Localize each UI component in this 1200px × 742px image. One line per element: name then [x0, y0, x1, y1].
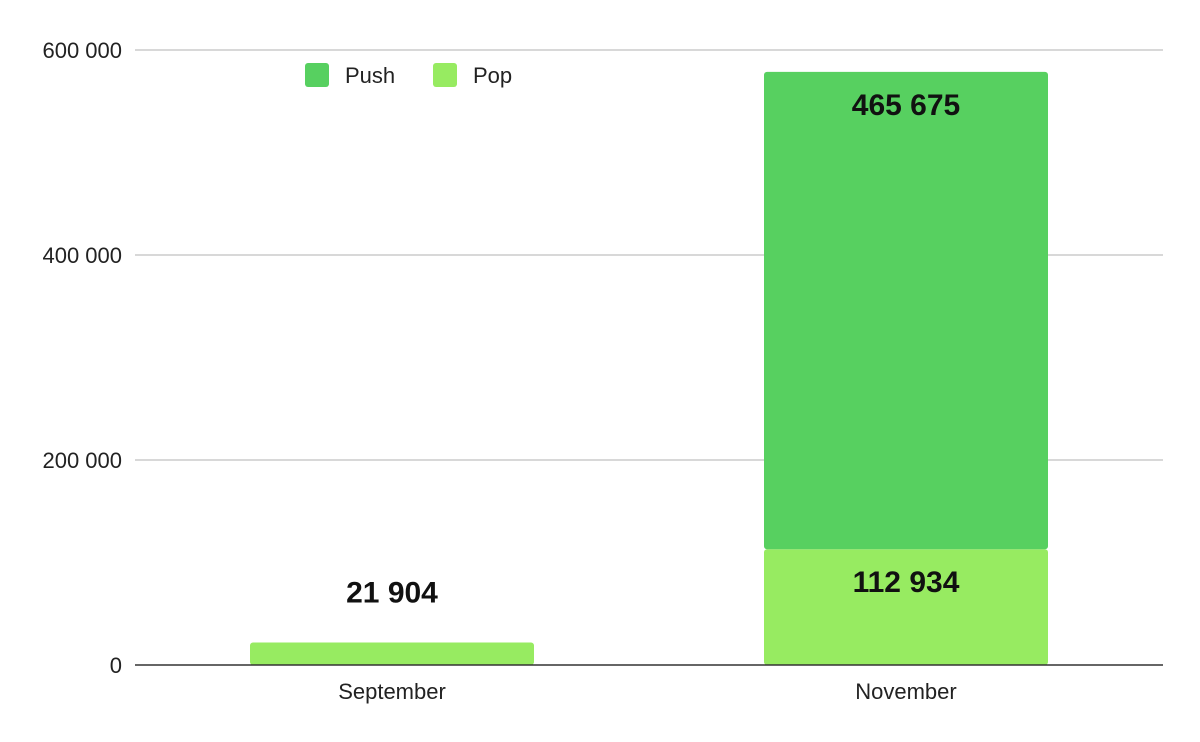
y-axis-tick-labels: 0 200 000 400 000 600 000: [42, 38, 122, 678]
x-category-label: November: [855, 679, 956, 704]
legend: Push Pop: [305, 63, 512, 88]
legend-label-pop: Pop: [473, 63, 512, 88]
bar-push-november: [764, 71, 1048, 550]
y-tick-label: 600 000: [42, 38, 122, 63]
bar-pop-september: [250, 642, 534, 665]
data-label: 112 934: [853, 566, 960, 599]
y-tick-label: 0: [110, 653, 122, 678]
x-category-label: September: [338, 679, 446, 704]
data-label: 21 904: [346, 577, 438, 610]
y-tick-label: 400 000: [42, 243, 122, 268]
bars: [250, 71, 1048, 665]
data-label: 465 675: [852, 89, 960, 122]
y-tick-label: 200 000: [42, 448, 122, 473]
data-labels: 21 904 112 934 465 675: [346, 89, 960, 610]
legend-swatch-push: [305, 63, 329, 87]
legend-swatch-pop: [433, 63, 457, 87]
legend-label-push: Push: [345, 63, 395, 88]
bar-pop-november: [764, 549, 1048, 665]
x-axis-category-labels: September November: [338, 679, 957, 704]
